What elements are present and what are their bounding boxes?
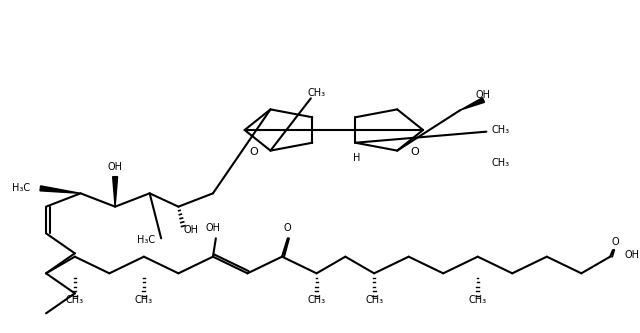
Text: H: H <box>353 153 360 163</box>
Text: O: O <box>611 237 619 247</box>
Text: CH₃: CH₃ <box>66 295 84 305</box>
Text: OH: OH <box>205 223 220 233</box>
Text: CH₃: CH₃ <box>492 125 510 135</box>
Text: O: O <box>249 147 258 157</box>
Text: CH₃: CH₃ <box>468 295 487 305</box>
Text: O: O <box>410 147 419 157</box>
Text: CH₃: CH₃ <box>492 158 510 168</box>
Text: OH: OH <box>184 225 198 235</box>
Text: CH₃: CH₃ <box>135 295 153 305</box>
Text: OH: OH <box>108 162 123 172</box>
Text: CH₃: CH₃ <box>307 88 326 98</box>
Text: CH₃: CH₃ <box>365 295 383 305</box>
Text: OH: OH <box>476 90 491 100</box>
Text: O: O <box>284 223 292 233</box>
Text: H₃C: H₃C <box>138 235 156 245</box>
Polygon shape <box>113 177 118 207</box>
Text: CH₃: CH₃ <box>307 295 326 305</box>
Text: H₃C: H₃C <box>12 183 30 193</box>
Polygon shape <box>460 98 484 110</box>
Polygon shape <box>40 186 81 193</box>
Text: OH: OH <box>625 250 640 260</box>
